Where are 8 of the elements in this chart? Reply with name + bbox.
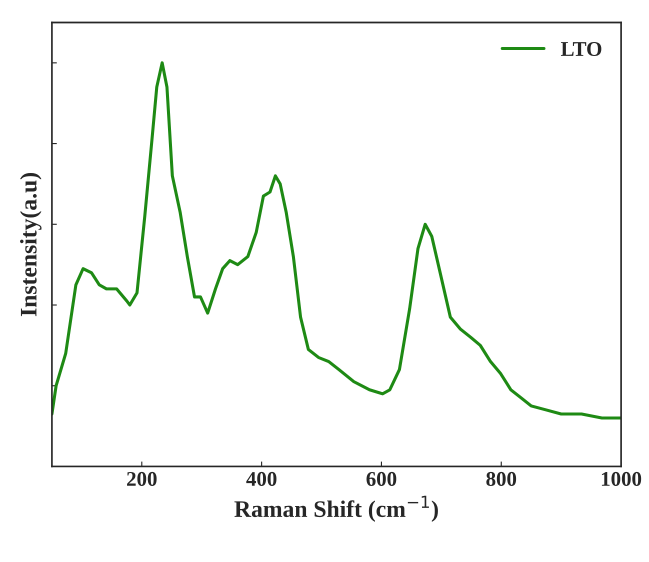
x-axis-title: Raman Shift (cm$^{−1}$) xyxy=(234,496,438,522)
x-tick-label: 600 xyxy=(366,472,396,486)
y-axis-title: Instensity(a.u) xyxy=(20,173,42,316)
x-tick-label: 1000 xyxy=(602,472,642,486)
x-tick-label: 200 xyxy=(127,472,157,486)
legend-label: LTO xyxy=(560,42,602,56)
x-tick-label: 400 xyxy=(246,472,276,486)
x-tick-label: 800 xyxy=(486,472,516,486)
